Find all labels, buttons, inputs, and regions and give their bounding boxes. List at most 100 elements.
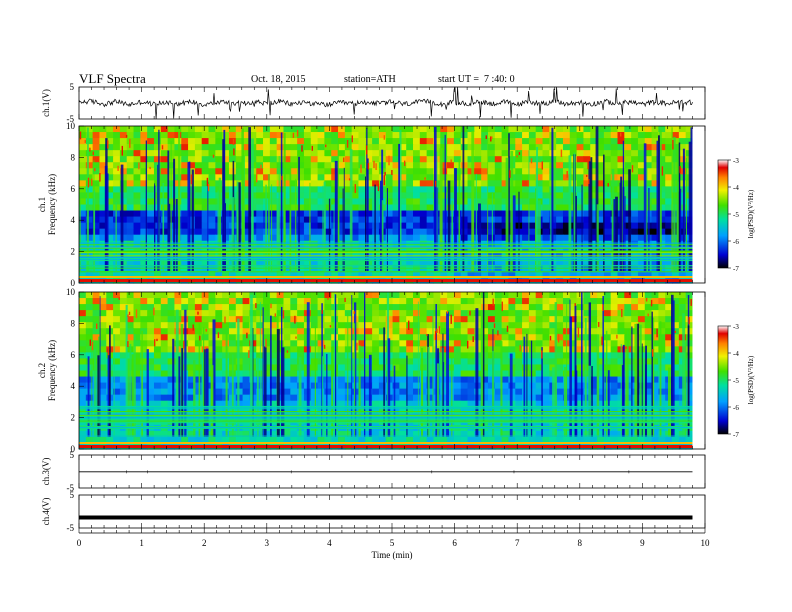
- sp2-cell: [160, 292, 169, 299]
- sp1-cell: [535, 150, 544, 157]
- sp1-cell: [658, 198, 666, 206]
- sp2-cell: [215, 376, 223, 384]
- sp1-cell: [597, 216, 605, 224]
- sp1-cell: [133, 156, 141, 163]
- sp1-cell: [242, 204, 251, 212]
- sp1-cell: [460, 186, 469, 194]
- sp2-cell: [406, 292, 414, 299]
- sp1-cell: [119, 228, 128, 236]
- sp1-cell: [678, 132, 687, 139]
- sp2-cell: [358, 358, 366, 366]
- sp1-cell: [324, 240, 332, 248]
- sp1-cell: [283, 234, 291, 242]
- sp1-cell: [590, 258, 598, 266]
- sp1-cell: [242, 162, 251, 169]
- sp1-cell: [297, 162, 305, 169]
- sp2-cell: [249, 304, 257, 311]
- sp1-cell: [365, 198, 373, 206]
- sp2-cell: [549, 310, 557, 317]
- sp2-cell: [344, 376, 353, 384]
- sp2-cell: [344, 394, 353, 402]
- sp2-cell: [672, 358, 680, 366]
- sp1-cell: [126, 186, 135, 194]
- sp2-cell: [631, 298, 639, 305]
- sp2-cell: [419, 334, 428, 341]
- sp1-cell: [487, 270, 496, 278]
- sp1-cell: [426, 186, 435, 194]
- sp2-cell: [324, 382, 332, 390]
- sp1-cell: [487, 258, 496, 266]
- sp2-cell: [153, 340, 162, 347]
- sp1-cell: [147, 210, 155, 218]
- sp1-cell: [494, 270, 503, 278]
- sp2-cell: [426, 364, 435, 372]
- sp1-cell: [665, 174, 673, 181]
- sp2-cell: [358, 388, 366, 396]
- sp1-cell: [269, 210, 278, 218]
- sp1-streak: [471, 130, 475, 271]
- sp2-cell: [283, 346, 291, 353]
- sp1-cell: [208, 150, 216, 157]
- sp2-cell: [678, 298, 687, 305]
- sp1-cell: [317, 198, 325, 206]
- sp2-cell: [297, 298, 305, 305]
- sp1-cell: [467, 156, 475, 163]
- sp1-cell: [324, 174, 332, 181]
- sp1-cell: [201, 150, 210, 157]
- sp1-cell: [597, 174, 605, 181]
- sp2-cell: [208, 328, 216, 335]
- sp2-cell: [153, 388, 162, 396]
- sp1-cell: [303, 180, 312, 187]
- sp1-cell: [85, 240, 94, 248]
- sp1-cell: [460, 258, 469, 266]
- sp2-cell: [651, 352, 659, 360]
- sp1-cell: [324, 204, 332, 212]
- sp1-hotspot: [99, 173, 101, 182]
- sp1-line: [79, 255, 693, 257]
- sp1-cell: [678, 234, 687, 242]
- sp2-cell: [228, 340, 237, 347]
- sp1-cell: [624, 270, 632, 278]
- sp1-cell: [228, 270, 237, 278]
- sp2-cell: [542, 334, 550, 341]
- sp1-cell: [181, 258, 189, 266]
- sp1-cell: [624, 156, 632, 163]
- sp1-cell: [201, 234, 210, 242]
- sp2-cell: [535, 376, 544, 384]
- sp1-cell: [413, 240, 421, 248]
- sp1-cell: [160, 150, 169, 157]
- sp1-cell: [637, 186, 646, 194]
- sp2-cell: [576, 292, 585, 299]
- sp1-cell: [528, 258, 537, 266]
- sp1-cell: [494, 258, 503, 266]
- sp2-cell: [535, 364, 544, 372]
- sp2-cell: [556, 406, 564, 414]
- sp1-cell: [269, 246, 278, 254]
- sp1-cell: [665, 144, 673, 151]
- sp1-cell: [522, 270, 530, 278]
- sp1-cell: [79, 234, 87, 242]
- sp2-cell: [426, 382, 435, 390]
- sp2-cell: [440, 292, 448, 299]
- sp2-cell: [338, 430, 346, 438]
- sp2-cell: [79, 304, 87, 311]
- sp2-cell: [167, 334, 176, 341]
- sp2-cell: [501, 406, 510, 414]
- sp1-cell: [269, 222, 278, 230]
- sp1-cell: [522, 138, 530, 145]
- sp1-line: [79, 259, 693, 261]
- sp1-cell: [494, 138, 503, 145]
- sp2-cell: [79, 346, 87, 353]
- sp1-hotspot: [91, 178, 93, 186]
- sp1-cell: [481, 144, 489, 151]
- sp1-cell: [419, 138, 428, 145]
- sp2-cell: [610, 430, 619, 438]
- sp1-ytick-label: 8: [71, 152, 76, 162]
- sp2-cell: [481, 310, 489, 317]
- sp2-cell: [228, 346, 237, 353]
- sp1-streak: [574, 195, 577, 271]
- sp1-cell: [556, 228, 564, 236]
- sp1-cell: [590, 210, 598, 218]
- sp2-cell: [119, 334, 128, 341]
- sp2-cell: [569, 346, 578, 353]
